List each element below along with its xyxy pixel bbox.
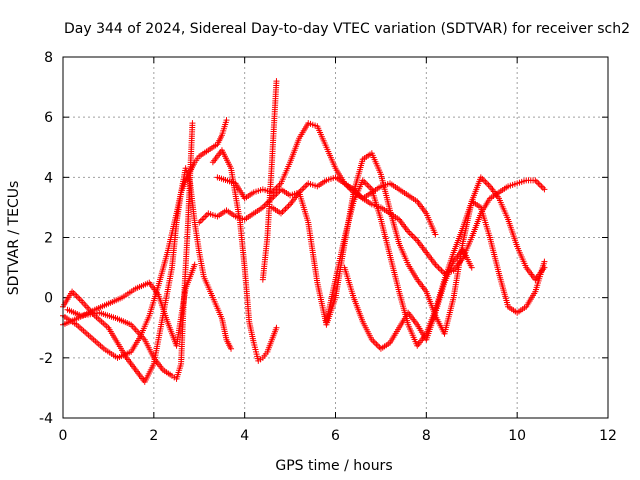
data-point xyxy=(482,178,489,185)
x-axis-label: GPS time / hours xyxy=(275,458,392,474)
series-track-11 xyxy=(341,246,475,352)
data-point xyxy=(483,180,490,187)
data-point xyxy=(199,216,206,223)
data-point xyxy=(433,263,440,270)
data-point xyxy=(536,181,543,188)
y-axis-label: SDTVAR / TECUs xyxy=(6,181,22,296)
data-point xyxy=(539,184,546,191)
data-point xyxy=(76,296,83,303)
series-track-1 xyxy=(60,261,198,349)
data-point xyxy=(412,236,419,243)
series-track-9 xyxy=(268,150,548,337)
data-point xyxy=(364,181,371,188)
data-point xyxy=(202,213,209,220)
x-ticks: 0 2 4 6 8 10 12 xyxy=(59,57,617,444)
data-point xyxy=(538,183,545,190)
data-point xyxy=(300,184,307,191)
data-point xyxy=(533,178,540,185)
data-point xyxy=(189,120,196,127)
y-tick-label: 2 xyxy=(44,231,53,247)
data-point xyxy=(541,258,548,265)
data-point xyxy=(203,211,210,218)
data-point xyxy=(228,345,235,352)
data-point xyxy=(279,208,286,215)
series-track-8 xyxy=(214,120,439,238)
data-point xyxy=(270,193,277,200)
y-ticks: -4 -2 0 2 4 6 8 xyxy=(39,50,608,427)
data-point xyxy=(411,234,418,241)
data-point xyxy=(197,217,204,224)
x-tick-label: 8 xyxy=(422,428,431,444)
series-track-3 xyxy=(60,117,230,361)
data-point xyxy=(406,229,413,236)
data-point xyxy=(261,202,268,209)
x-tick-label: 10 xyxy=(508,428,526,444)
data-point xyxy=(302,183,309,190)
data-point xyxy=(273,184,280,191)
grid xyxy=(63,57,608,418)
data-point xyxy=(191,261,198,268)
x-tick-label: 4 xyxy=(240,428,249,444)
data-point xyxy=(274,183,281,190)
data-point xyxy=(480,177,487,184)
data-point xyxy=(541,264,548,271)
y-tick-label: 0 xyxy=(44,291,53,307)
series-track-10 xyxy=(323,174,548,349)
x-tick-label: 2 xyxy=(149,428,158,444)
series-track-6 xyxy=(209,147,280,364)
data-point xyxy=(73,293,80,300)
y-tick-label: 6 xyxy=(44,110,53,126)
data-point xyxy=(408,231,415,238)
data-point xyxy=(365,183,372,190)
data-point xyxy=(362,180,369,187)
data-point xyxy=(439,269,446,276)
data-point xyxy=(485,181,492,188)
plot-frame xyxy=(62,56,609,419)
data-point xyxy=(541,186,548,193)
x-tick-label: 6 xyxy=(331,428,340,444)
data-point xyxy=(273,190,280,197)
data-point xyxy=(282,205,289,212)
data-point xyxy=(200,214,207,221)
data-point xyxy=(409,232,416,239)
data-point xyxy=(273,78,280,85)
series-track-2 xyxy=(60,165,235,385)
x-tick-label: 0 xyxy=(59,428,68,444)
y-tick-label: -2 xyxy=(39,351,53,367)
data-point xyxy=(72,291,79,298)
y-tick-label: -4 xyxy=(39,411,53,427)
series-track-7 xyxy=(259,78,280,283)
data-point xyxy=(535,180,542,187)
data-point xyxy=(303,181,310,188)
data-point xyxy=(432,231,439,238)
data-point xyxy=(371,339,378,346)
series-track-4 xyxy=(64,120,196,382)
data-point xyxy=(436,266,443,273)
data-point xyxy=(285,202,292,209)
data-point xyxy=(284,204,291,211)
data-point xyxy=(373,341,380,348)
data-point xyxy=(273,324,280,331)
data-point xyxy=(75,294,82,301)
data-point xyxy=(468,264,475,271)
x-tick-label: 12 xyxy=(599,428,617,444)
data-point xyxy=(435,264,442,271)
y-tick-label: 8 xyxy=(44,50,53,66)
data-point xyxy=(438,267,445,274)
data-point xyxy=(223,117,230,124)
chart-title: Day 344 of 2024, Sidereal Day-to-day VTE… xyxy=(64,21,630,37)
y-tick-label: 4 xyxy=(44,170,53,186)
data-point xyxy=(299,186,306,193)
data-points xyxy=(60,78,548,385)
